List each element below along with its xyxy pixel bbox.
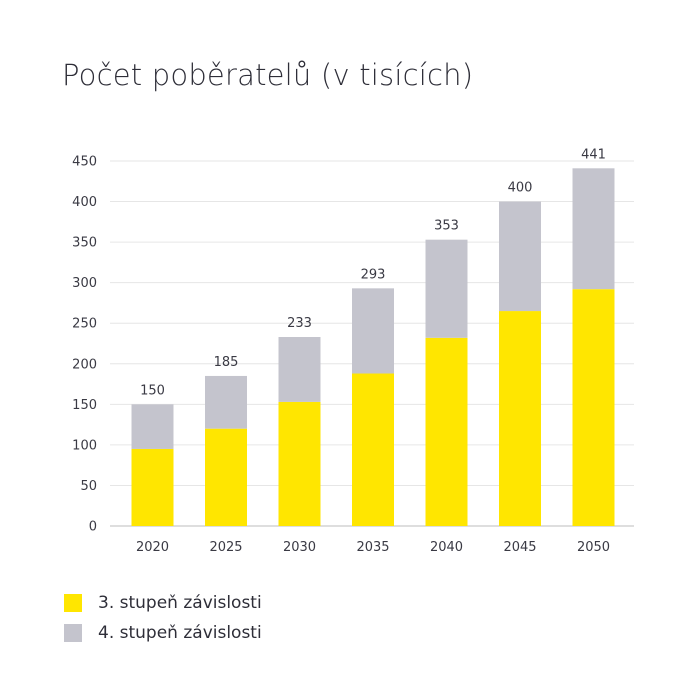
legend-swatch-stage3 (64, 594, 82, 612)
legend-label-stage3: 3. stupeň závislosti (98, 593, 262, 613)
legend-item-stage3: 3. stupeň závislosti (64, 588, 262, 618)
total-label-2030: 233 (287, 316, 312, 331)
x-tick-label-2045: 2045 (503, 540, 536, 555)
total-label-2020: 150 (140, 383, 165, 398)
bar-2035-series-4 (352, 288, 394, 374)
x-tick-label-2025: 2025 (209, 540, 242, 555)
label-layer: 0 50 100 150 200 250 300 350 400 450 150 2020 185 202… (72, 147, 610, 555)
legend-label-stage4: 4. stupeň závislosti (98, 623, 262, 643)
legend: 3. stupeň závislosti 4. stupeň závislost… (64, 588, 262, 648)
x-tick-label-2030: 2030 (283, 540, 316, 555)
total-label-2035: 293 (361, 267, 386, 282)
bar-2020-series-3 (131, 448, 174, 526)
legend-item-stage4: 4. stupeň závislosti (64, 618, 262, 648)
total-label-2025: 185 (214, 355, 239, 370)
bar-2040-series-4 (425, 239, 468, 338)
x-tick-label-2020: 2020 (136, 540, 169, 555)
y-tick-label-50: 50 (80, 479, 97, 494)
y-tick-label-450: 450 (72, 155, 97, 170)
legend-swatch-stage4 (64, 624, 82, 642)
y-tick-label-200: 200 (72, 357, 97, 372)
bar-layer (131, 168, 615, 526)
total-label-2040: 353 (434, 219, 459, 234)
total-label-2045: 400 (508, 181, 533, 196)
bar-2030-series-3 (278, 401, 321, 526)
y-tick-label-300: 300 (72, 276, 97, 291)
bar-2020-series-4 (131, 404, 174, 449)
stacked-bar-chart: 0 50 100 150 200 250 300 350 400 450 150 2020 185 202… (72, 147, 634, 555)
bar-2050-series-3 (572, 289, 615, 526)
x-tick-label-2040: 2040 (430, 540, 463, 555)
y-tick-label-0: 0 (89, 520, 97, 535)
total-label-2050: 441 (581, 147, 606, 162)
y-tick-label-100: 100 (72, 438, 97, 453)
chart-title: Počet poběratelů (v tisících) (62, 58, 474, 92)
bar-2045-series-3 (499, 311, 541, 526)
y-tick-label-150: 150 (72, 398, 97, 413)
bar-2040-series-3 (425, 337, 468, 526)
bar-2030-series-4 (278, 337, 321, 402)
y-tick-label-350: 350 (72, 236, 97, 251)
bar-2035-series-3 (352, 373, 394, 526)
x-tick-label-2035: 2035 (356, 540, 389, 555)
y-tick-label-250: 250 (72, 317, 97, 332)
bar-2025-series-4 (205, 375, 247, 429)
y-tick-label-400: 400 (72, 195, 97, 210)
bar-2045-series-4 (499, 201, 541, 312)
x-tick-label-2050: 2050 (577, 540, 610, 555)
bar-2025-series-3 (205, 428, 247, 526)
bar-2050-series-4 (572, 168, 615, 290)
